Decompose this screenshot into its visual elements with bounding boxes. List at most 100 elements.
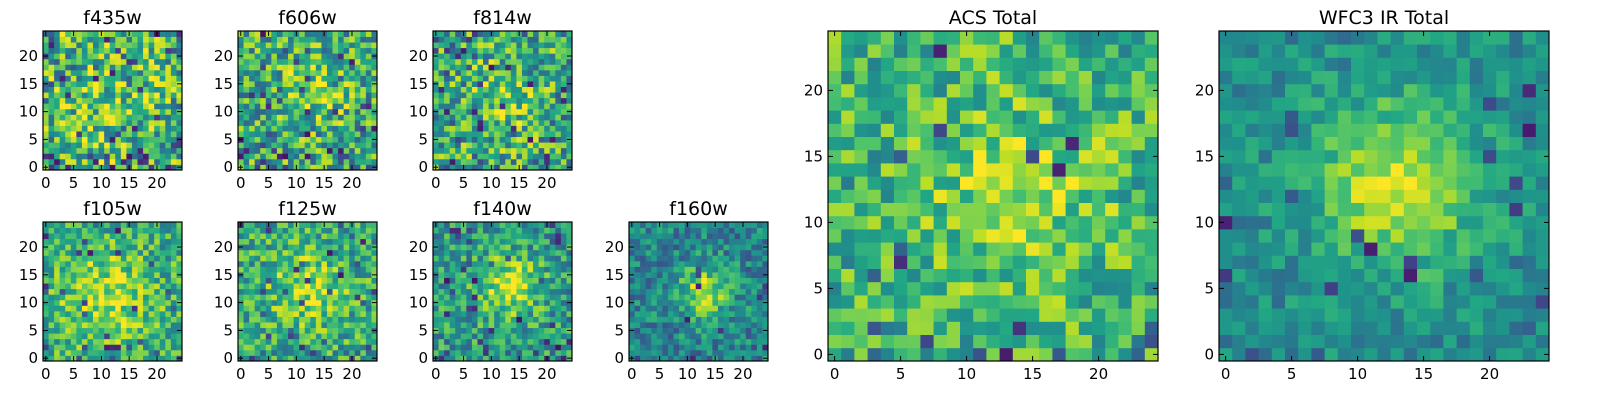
heatmap-cell <box>126 109 132 115</box>
heatmap-cell <box>696 289 702 295</box>
heatmap-cell <box>321 250 327 256</box>
heatmap-cell <box>110 142 116 148</box>
heatmap-cell <box>260 31 266 37</box>
heatmap-cell <box>327 233 333 239</box>
heatmap-cell <box>366 153 372 159</box>
heatmap-cell <box>76 317 82 323</box>
heatmap-cell <box>321 300 327 306</box>
heatmap-cell <box>539 159 545 165</box>
heatmap-cell <box>735 300 741 306</box>
heatmap-cell <box>489 317 495 323</box>
heatmap-cell <box>299 148 305 154</box>
heatmap-cell <box>132 278 138 284</box>
heatmap-cell <box>244 350 250 356</box>
heatmap-cell <box>707 328 713 334</box>
heatmap-cell <box>76 120 82 126</box>
heatmap-cell <box>65 37 71 43</box>
heatmap-cell <box>76 305 82 311</box>
heatmap-cell <box>338 339 344 345</box>
heatmap-cell <box>238 87 244 93</box>
heatmap-cell <box>344 283 350 289</box>
heatmap-cell <box>87 244 93 250</box>
heatmap-cell <box>338 311 344 317</box>
heatmap-cell <box>60 322 66 328</box>
heatmap-cell <box>87 272 93 278</box>
heatmap-cell <box>110 98 116 104</box>
heatmap-cell <box>288 64 294 70</box>
heatmap-cell <box>305 109 311 115</box>
heatmap-cell <box>171 159 177 165</box>
heatmap-cell <box>360 48 366 54</box>
heatmap-cell <box>143 283 149 289</box>
heatmap-cell <box>685 278 691 284</box>
heatmap-cell <box>444 126 450 132</box>
heatmap-cell <box>333 148 339 154</box>
heatmap-cell <box>1013 203 1027 217</box>
heatmap-cell <box>461 328 467 334</box>
heatmap-cell <box>461 250 467 256</box>
heatmap-cell <box>668 289 674 295</box>
heatmap-cell <box>165 92 171 98</box>
heatmap-cell <box>327 53 333 59</box>
heatmap-cell <box>321 37 327 43</box>
heatmap-cell <box>1000 203 1014 217</box>
heatmap-cell <box>60 255 66 261</box>
heatmap-cell <box>338 98 344 104</box>
heatmap-cell <box>260 333 266 339</box>
heatmap-cell <box>522 239 528 245</box>
heatmap-cell <box>49 75 55 81</box>
heatmap-cell <box>310 75 316 81</box>
heatmap-cell <box>516 48 522 54</box>
heatmap-cell <box>455 333 461 339</box>
heatmap-cell <box>121 31 127 37</box>
heatmap-cell <box>132 272 138 278</box>
heatmap-cell <box>260 344 266 350</box>
heatmap-cell <box>1132 176 1146 190</box>
heatmap-cell <box>1092 255 1106 269</box>
heatmap-cell <box>321 87 327 93</box>
heatmap-cell <box>310 131 316 137</box>
heatmap-cell <box>355 278 361 284</box>
heatmap-cell <box>662 294 668 300</box>
heatmap-cell <box>82 75 88 81</box>
heatmap-cell <box>76 98 82 104</box>
heatmap-cell <box>349 37 355 43</box>
heatmap-cell <box>907 335 921 349</box>
heatmap-cell <box>555 311 561 317</box>
heatmap-cell <box>433 64 439 70</box>
heatmap-cell <box>87 350 93 356</box>
heatmap-cell <box>907 189 921 203</box>
heatmap-cell <box>673 244 679 250</box>
heatmap-cell <box>238 333 244 339</box>
heatmap-cell <box>522 103 528 109</box>
heatmap-cell <box>65 289 71 295</box>
heatmap-cell <box>65 59 71 65</box>
heatmap-cell <box>477 255 483 261</box>
heatmap-cell <box>71 239 77 245</box>
heatmap-cell <box>712 255 718 261</box>
heatmap-cell <box>528 109 534 115</box>
heatmap-cell <box>321 64 327 70</box>
heatmap-cell <box>528 114 534 120</box>
heatmap-cell <box>321 339 327 345</box>
heatmap-cell <box>154 317 160 323</box>
heatmap-cell <box>316 317 322 323</box>
y-tick-label: 15 <box>214 266 233 284</box>
heatmap-cell <box>707 311 713 317</box>
heatmap-cell <box>165 64 171 70</box>
y-tick-label: 15 <box>19 266 38 284</box>
heatmap-cell <box>555 120 561 126</box>
heatmap-cell <box>533 109 539 115</box>
heatmap-cell <box>907 348 921 362</box>
heatmap-cell <box>255 87 261 93</box>
heatmap-cell <box>461 64 467 70</box>
heatmap-cell <box>679 261 685 267</box>
heatmap-cell <box>266 261 272 267</box>
heatmap-cell <box>238 283 244 289</box>
heatmap-cell <box>360 75 366 81</box>
heatmap-cell <box>483 109 489 115</box>
heatmap-cell <box>110 333 116 339</box>
heatmap-cell <box>271 289 277 295</box>
heatmap-cell <box>444 244 450 250</box>
heatmap-cell <box>288 255 294 261</box>
